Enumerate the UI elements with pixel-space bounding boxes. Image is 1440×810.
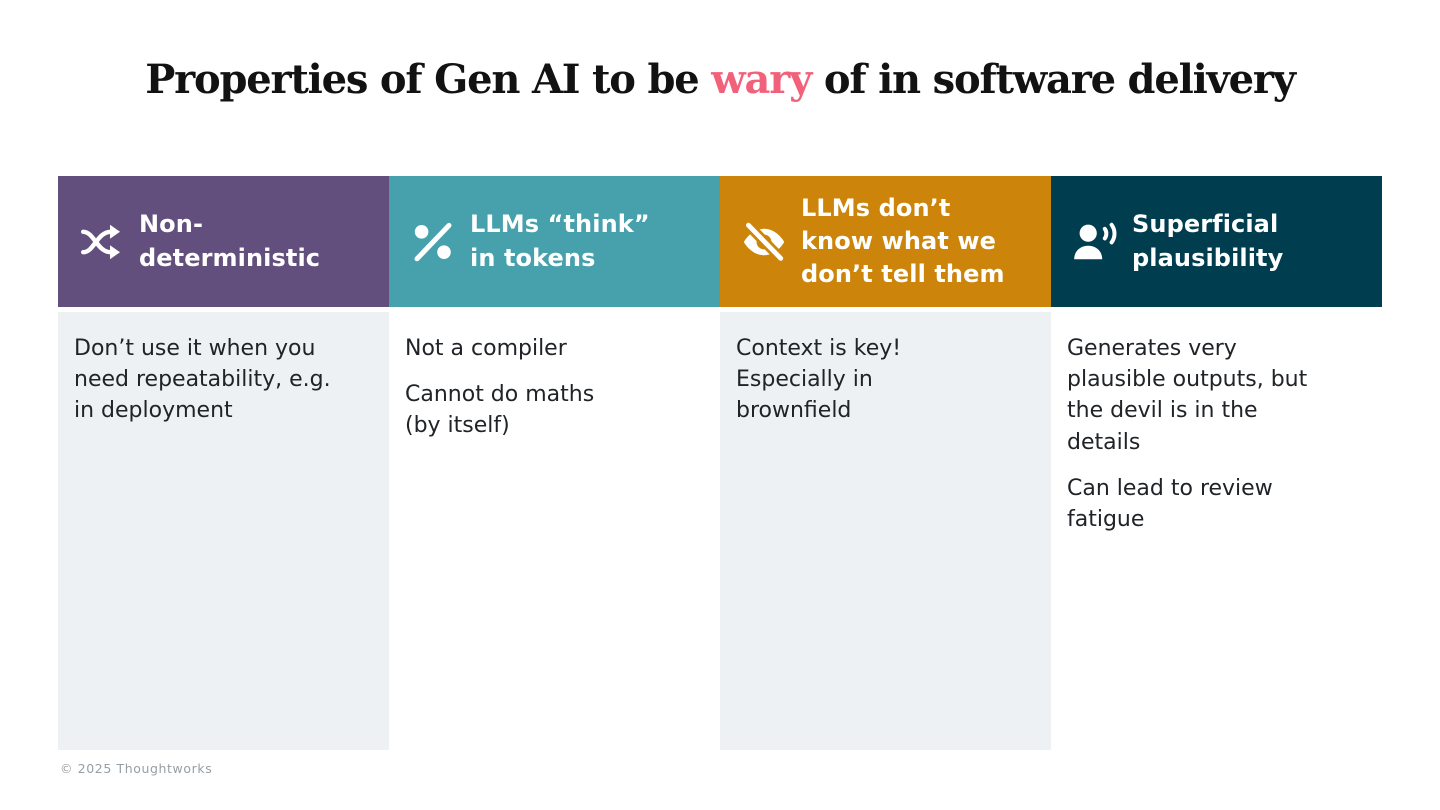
title-suffix: of in software delivery [811, 56, 1296, 103]
person-speaking-icon [1071, 218, 1119, 266]
column-non-deterministic: Non- deterministic Don’t use it when you… [58, 176, 389, 750]
copyright-footer: © 2025 Thoughtworks [60, 761, 213, 776]
shuffle-icon [78, 218, 126, 266]
eye-off-icon [740, 218, 788, 266]
body-paragraph: Not a compiler [405, 336, 567, 361]
body-paragraph: Generates very plausible outputs, but th… [1067, 336, 1308, 455]
column-body-superficial-plausibility: Generates very plausible outputs, but th… [1051, 312, 1382, 750]
column-header-non-deterministic: Non- deterministic [58, 176, 389, 307]
column-superficial-plausibility: Superficial plausibility Generates very … [1051, 176, 1382, 750]
body-paragraph: Context is key! Especially in brownfield [736, 336, 902, 424]
column-header-label: LLMs don’t know what we don’t tell them [801, 193, 1005, 289]
column-header-label: Superficial plausibility [1132, 210, 1284, 272]
percent-icon [409, 218, 457, 266]
column-header-llms-dont-know: LLMs don’t know what we don’t tell them [720, 176, 1051, 307]
column-llms-think-in-tokens: LLMs “think” in tokens Not a compiler Ca… [389, 176, 720, 750]
column-body-non-deterministic: Don’t use it when you need repeatability… [58, 312, 389, 750]
column-header-label: Non- deterministic [139, 210, 321, 272]
comparison-table: Non- deterministic Don’t use it when you… [58, 176, 1382, 750]
title-highlight: wary [711, 56, 812, 103]
body-paragraph: Cannot do maths (by itself) [405, 382, 595, 439]
page-title: Properties of Gen AI to be wary of in so… [0, 56, 1440, 103]
column-header-llms-think-in-tokens: LLMs “think” in tokens [389, 176, 720, 307]
body-paragraph: Can lead to review fatigue [1067, 475, 1273, 533]
column-header-label: LLMs “think” in tokens [470, 210, 650, 272]
column-body-llms-think-in-tokens: Not a compiler Cannot do maths (by itsel… [389, 312, 720, 750]
column-header-superficial-plausibility: Superficial plausibility [1051, 176, 1382, 307]
column-llms-dont-know: LLMs don’t know what we don’t tell them … [720, 176, 1051, 750]
body-paragraph: Don’t use it when you need repeatability… [74, 336, 331, 424]
title-prefix: Properties of Gen AI to be [145, 56, 712, 103]
column-body-llms-dont-know: Context is key! Especially in brownfield [720, 312, 1051, 750]
